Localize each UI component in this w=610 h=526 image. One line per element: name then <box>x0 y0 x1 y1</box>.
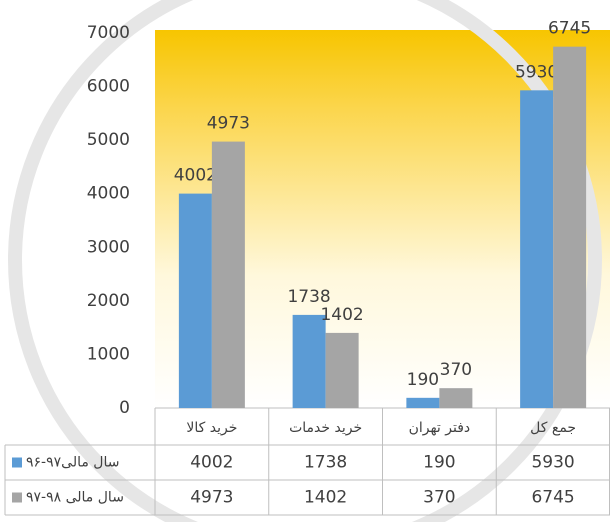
legend-label: سال مالی ۹۸-۹۷ <box>26 490 124 506</box>
y-tick-label: 2000 <box>87 291 130 311</box>
table-cell: 4002 <box>190 453 233 473</box>
data-label: 190 <box>407 370 439 390</box>
y-tick-label: 1000 <box>87 344 130 364</box>
x-tick-label: خرید کالا <box>186 420 237 436</box>
x-tick-label: جمع کل <box>530 420 576 436</box>
y-tick-label: 6000 <box>87 77 130 97</box>
data-label: 6745 <box>548 19 591 39</box>
table-cell: 6745 <box>531 488 574 508</box>
bar <box>520 90 554 409</box>
bar <box>553 46 587 409</box>
y-tick-label: 7000 <box>87 23 130 43</box>
legend-swatch <box>12 492 22 503</box>
x-tick-label: خرید خدمات <box>289 420 362 436</box>
bar <box>292 314 326 408</box>
data-label: 370 <box>440 360 472 380</box>
table-cell: 370 <box>423 488 455 508</box>
data-label: 5930 <box>515 62 558 82</box>
data-label: 1402 <box>320 305 363 325</box>
bar <box>439 388 473 408</box>
data-label: 1738 <box>287 287 330 307</box>
bar <box>211 141 245 408</box>
table-cell: 190 <box>423 453 455 473</box>
data-label: 4002 <box>174 166 217 186</box>
table-cell: 5930 <box>531 453 574 473</box>
y-tick-label: 4000 <box>87 184 130 204</box>
y-tick-label: 0 <box>119 398 130 418</box>
bar <box>406 397 440 408</box>
data-label: 4973 <box>207 114 250 134</box>
x-tick-label: دفتر تهران <box>409 420 471 436</box>
watermark <box>8 0 602 526</box>
bar <box>325 332 359 408</box>
table-cell: 1738 <box>304 453 347 473</box>
y-tick-label: 3000 <box>87 237 130 257</box>
table-cell: 4973 <box>190 488 233 508</box>
table-cell: 1402 <box>304 488 347 508</box>
legend-label: سال مالی۹۷-۹۶ <box>26 455 119 471</box>
bar <box>178 193 212 408</box>
legend-swatch <box>12 457 22 468</box>
y-tick-label: 5000 <box>87 130 130 150</box>
